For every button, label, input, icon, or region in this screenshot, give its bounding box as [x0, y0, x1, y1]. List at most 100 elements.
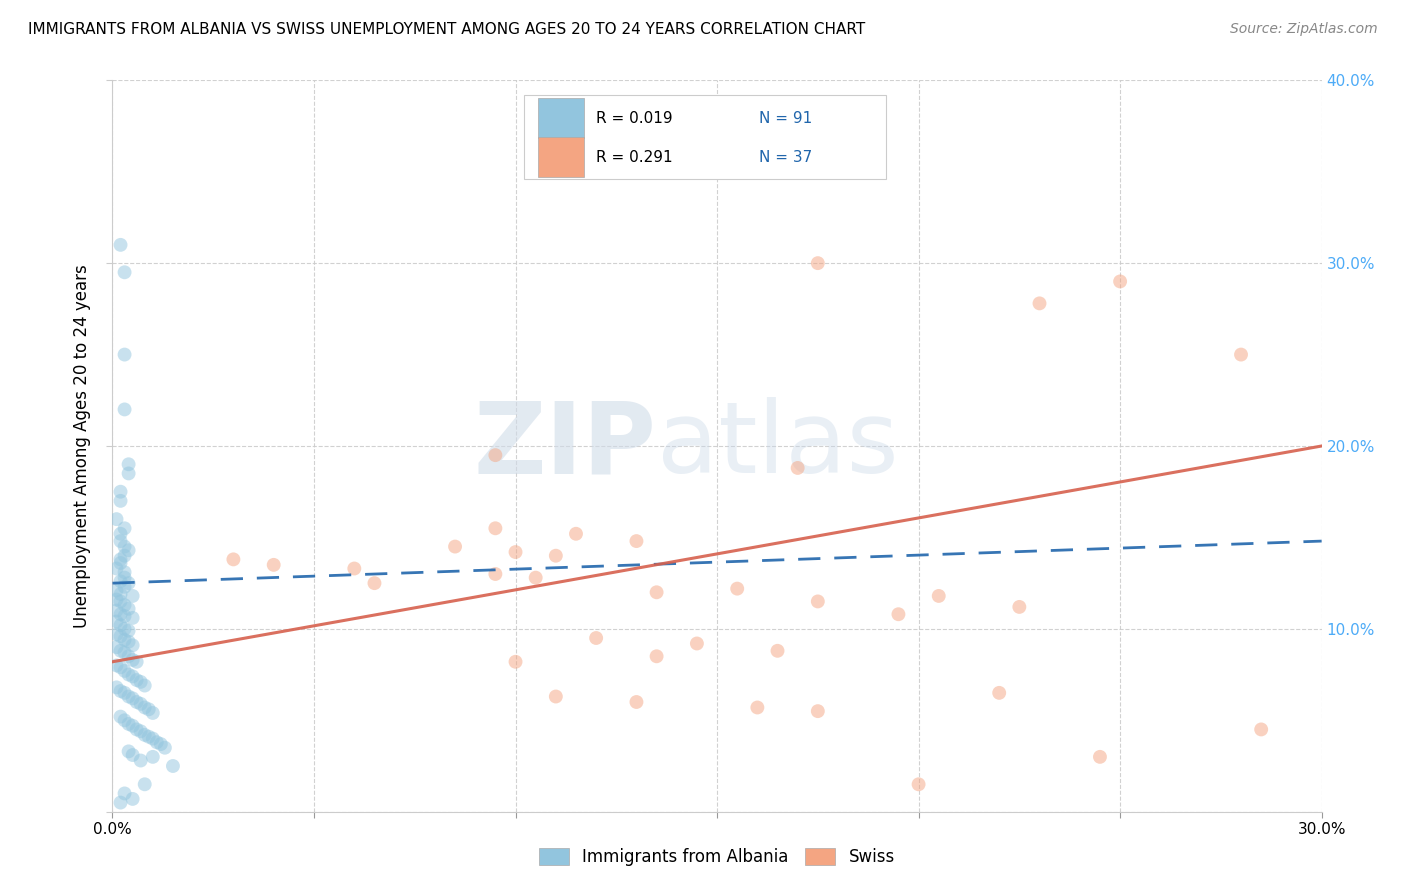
Point — [117, 601, 139, 615]
Point — [110, 684, 132, 698]
Point — [138, 730, 160, 744]
Point — [114, 580, 136, 594]
Point — [110, 594, 132, 608]
Point — [907, 777, 929, 791]
Point — [887, 607, 910, 622]
Point — [105, 658, 128, 673]
Point — [110, 526, 132, 541]
Point — [444, 540, 467, 554]
Point — [117, 649, 139, 664]
Point — [725, 582, 748, 596]
Point — [110, 556, 132, 570]
Point — [117, 543, 139, 558]
Point — [134, 679, 156, 693]
Point — [125, 655, 148, 669]
Text: N = 37: N = 37 — [759, 150, 813, 165]
Point — [626, 534, 648, 549]
Point — [121, 691, 143, 706]
Point — [114, 571, 136, 585]
Point — [110, 534, 132, 549]
Point — [1028, 296, 1050, 310]
Point — [565, 526, 588, 541]
Point — [114, 540, 136, 554]
Point — [110, 644, 132, 658]
Point — [129, 674, 152, 689]
Point — [110, 552, 132, 566]
Point — [121, 792, 143, 806]
Point — [117, 690, 139, 704]
Point — [121, 719, 143, 733]
Point — [121, 589, 143, 603]
Point — [134, 700, 156, 714]
Point — [117, 744, 139, 758]
Point — [138, 702, 160, 716]
Legend: Immigrants from Albania, Swiss: Immigrants from Albania, Swiss — [533, 841, 901, 873]
Point — [544, 690, 567, 704]
Point — [105, 615, 128, 629]
Point — [114, 787, 136, 801]
Point — [105, 627, 128, 641]
Point — [114, 402, 136, 417]
Point — [105, 561, 128, 575]
Point — [110, 587, 132, 601]
Point — [807, 704, 830, 718]
Point — [1230, 348, 1253, 362]
Point — [645, 649, 668, 664]
Point — [786, 461, 808, 475]
Point — [505, 655, 527, 669]
Point — [747, 700, 769, 714]
Point — [484, 521, 506, 535]
Point — [686, 636, 709, 650]
Text: R = 0.291: R = 0.291 — [596, 150, 672, 165]
Point — [121, 611, 143, 625]
Point — [142, 706, 165, 720]
Point — [114, 609, 136, 624]
Point — [121, 638, 143, 652]
Point — [125, 673, 148, 687]
Point — [988, 686, 1011, 700]
Point — [114, 664, 136, 678]
Point — [114, 348, 136, 362]
Point — [110, 709, 132, 723]
Point — [146, 735, 169, 749]
Point — [807, 594, 830, 608]
Point — [110, 629, 132, 643]
Point — [110, 618, 132, 632]
Point — [484, 567, 506, 582]
Point — [117, 634, 139, 648]
Point — [928, 589, 950, 603]
Point — [117, 717, 139, 731]
Text: N = 91: N = 91 — [759, 111, 813, 126]
Point — [105, 681, 128, 695]
Point — [114, 686, 136, 700]
FancyBboxPatch shape — [523, 95, 886, 179]
Point — [149, 737, 172, 751]
Point — [114, 714, 136, 728]
Text: IMMIGRANTS FROM ALBANIA VS SWISS UNEMPLOYMENT AMONG AGES 20 TO 24 YEARS CORRELAT: IMMIGRANTS FROM ALBANIA VS SWISS UNEMPLO… — [28, 22, 865, 37]
Point — [626, 695, 648, 709]
Point — [114, 646, 136, 660]
Point — [134, 728, 156, 742]
Point — [484, 448, 506, 462]
Point — [110, 493, 132, 508]
Point — [114, 521, 136, 535]
FancyBboxPatch shape — [538, 137, 583, 178]
Point — [121, 653, 143, 667]
Point — [263, 558, 285, 572]
Point — [114, 622, 136, 636]
Point — [114, 632, 136, 647]
FancyBboxPatch shape — [538, 98, 583, 138]
Text: R = 0.019: R = 0.019 — [596, 111, 672, 126]
Point — [105, 583, 128, 598]
Point — [1250, 723, 1272, 737]
Y-axis label: Unemployment Among Ages 20 to 24 years: Unemployment Among Ages 20 to 24 years — [73, 264, 91, 628]
Point — [105, 640, 128, 655]
Point — [585, 631, 607, 645]
Point — [162, 759, 184, 773]
Point — [129, 724, 152, 739]
Point — [110, 484, 132, 499]
Point — [110, 238, 132, 252]
Point — [129, 754, 152, 768]
Point — [110, 796, 132, 810]
Point — [117, 467, 139, 481]
